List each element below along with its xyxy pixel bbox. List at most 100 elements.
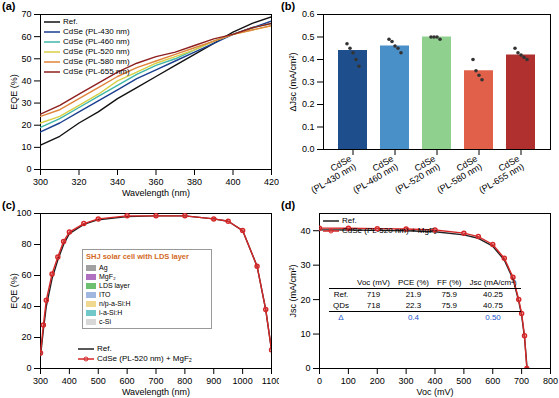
svg-text:CdSe(PL-655 nm): CdSe(PL-655 nm) (473, 154, 526, 195)
svg-text:50: 50 (21, 54, 31, 64)
svg-text:CdSe(PL-520 nm): CdSe(PL-520 nm) (389, 154, 442, 195)
svg-text:30: 30 (300, 260, 310, 270)
svg-text:400: 400 (225, 177, 240, 187)
html-text:i-a-Si:H: i-a-Si:H (99, 309, 123, 316)
html-text:MgF₂: MgF₂ (99, 273, 116, 280)
html-text:CdSe (PL-460 nm): CdSe (PL-460 nm) (63, 37, 130, 46)
html-text:21.9: 21.9 (405, 290, 422, 299)
svg-text:0: 0 (26, 363, 31, 373)
svg-text:40: 40 (21, 301, 31, 311)
svg-text:70: 70 (21, 9, 31, 19)
svg-text:Voc (mV): Voc (mV) (416, 387, 453, 397)
svg-text:420: 420 (264, 177, 279, 187)
svg-text:40: 40 (21, 76, 31, 86)
html-text:SHJ solar cell with LDS layer: SHJ solar cell with LDS layer (86, 252, 189, 261)
svg-text:20: 20 (300, 294, 310, 304)
svg-text:600: 600 (120, 376, 135, 386)
svg-text:0: 0 (305, 363, 310, 373)
svg-text:500: 500 (456, 376, 471, 386)
html-text:Ref.: Ref. (97, 344, 112, 353)
html-text:CdSe (PL-520 nm) + MgF₂: CdSe (PL-520 nm) + MgF₂ (97, 354, 192, 363)
html-text:(d): (d) (281, 199, 295, 211)
svg-text:400: 400 (427, 376, 442, 386)
html-text:719: 719 (366, 290, 381, 299)
svg-text:800: 800 (543, 376, 558, 386)
html-text:(a): (a) (2, 0, 16, 12)
svg-text:0.0: 0.0 (302, 144, 315, 154)
svg-text:1100: 1100 (261, 375, 282, 386)
html-text:Ref.: Ref. (342, 216, 357, 225)
svg-text:0.3: 0.3 (302, 77, 315, 87)
svg-text:Jsc (mA/cm²): Jsc (mA/cm²) (288, 265, 298, 318)
svg-text:0.4: 0.4 (302, 54, 315, 64)
svg-text:320: 320 (71, 177, 86, 187)
svg-text:CdSe(PL-460 nm): CdSe(PL-460 nm) (347, 154, 400, 195)
svg-text:700: 700 (514, 376, 529, 386)
svg-text:700: 700 (148, 376, 163, 386)
svg-text:400: 400 (62, 376, 77, 386)
svg-text:0.6: 0.6 (302, 9, 315, 19)
svg-text:40: 40 (300, 226, 310, 236)
svg-text:0.1: 0.1 (302, 122, 315, 132)
svg-text:ΔJsc (mA/cm²): ΔJsc (mA/cm²) (288, 52, 298, 111)
svg-text:100: 100 (16, 208, 31, 218)
svg-text:0: 0 (317, 376, 322, 386)
svg-text:300: 300 (33, 177, 48, 187)
svg-text:30: 30 (21, 98, 31, 108)
html-text:0.4: 0.4 (407, 313, 419, 322)
html-text:(b): (b) (281, 0, 295, 12)
html-text:CdSe (PL-520 nm) + MgF₂: CdSe (PL-520 nm) + MgF₂ (342, 226, 437, 235)
svg-text:0.5: 0.5 (302, 32, 315, 42)
html-text:75.9: 75.9 (441, 301, 457, 310)
svg-text:0: 0 (26, 164, 31, 174)
html-text:Ag: Ag (99, 264, 108, 271)
html-text:FF (%): FF (%) (437, 278, 462, 287)
html-text:ITO: ITO (99, 291, 111, 298)
svg-text:200: 200 (370, 376, 385, 386)
svg-text:360: 360 (148, 177, 163, 187)
svg-text:60: 60 (21, 270, 31, 280)
svg-text:60: 60 (21, 32, 31, 42)
html-text:CdSe (PL-520 nm): CdSe (PL-520 nm) (63, 47, 130, 56)
svg-text:0.2: 0.2 (302, 99, 315, 109)
html-text:CdSe (PL-430 nm): CdSe (PL-430 nm) (63, 27, 130, 36)
html-text:22.3: 22.3 (405, 301, 422, 310)
html-text:718: 718 (366, 301, 381, 310)
html-text:CdSe (PL-580 nm): CdSe (PL-580 nm) (63, 57, 130, 66)
svg-text:300: 300 (33, 376, 48, 386)
html-text:Jsc (mA/cm²): Jsc (mA/cm²) (469, 278, 517, 287)
html-text:Ref.: Ref. (333, 290, 349, 299)
svg-text:20: 20 (21, 120, 31, 130)
svg-text:300: 300 (399, 376, 414, 386)
html-text:n/p-a-Si:H: n/p-a-Si:H (99, 300, 131, 307)
svg-text:800: 800 (177, 376, 192, 386)
html-text:Ref.: Ref. (63, 17, 78, 26)
svg-text:900: 900 (206, 376, 221, 386)
svg-text:Wavelength (nm): Wavelength (nm) (122, 387, 190, 397)
html-text:QDs: QDs (333, 301, 349, 310)
html-text:40.25: 40.25 (483, 290, 503, 299)
svg-text:CdSe(PL-430 nm): CdSe(PL-430 nm) (305, 154, 358, 195)
svg-text:20: 20 (21, 332, 31, 342)
html-text:(c): (c) (2, 199, 16, 211)
svg-text:1000: 1000 (233, 376, 253, 386)
html-text:40.75: 40.75 (483, 301, 503, 310)
html-text:Voc (mV): Voc (mV) (357, 278, 390, 287)
svg-text:10: 10 (21, 142, 31, 152)
svg-text:Wavelength (nm): Wavelength (nm) (122, 188, 190, 198)
html-text:PCE (%): PCE (%) (397, 278, 429, 287)
svg-text:500: 500 (91, 376, 106, 386)
html-text:LDS layer: LDS layer (99, 282, 130, 289)
svg-text:10: 10 (300, 329, 310, 339)
svg-text:EQE (%): EQE (%) (9, 273, 19, 309)
svg-text:600: 600 (485, 376, 500, 386)
html-text:0.50: 0.50 (485, 313, 501, 322)
svg-text:380: 380 (187, 177, 202, 187)
svg-text:80: 80 (21, 239, 31, 249)
svg-text:EQE (%): EQE (%) (9, 74, 19, 110)
html-text:CdSe (PL-655 nm): CdSe (PL-655 nm) (63, 67, 130, 76)
html-text:75.9: 75.9 (441, 290, 457, 299)
svg-text:340: 340 (110, 177, 125, 187)
svg-text:CdSe(PL-580 nm): CdSe(PL-580 nm) (431, 154, 484, 195)
svg-text:100: 100 (341, 376, 356, 386)
